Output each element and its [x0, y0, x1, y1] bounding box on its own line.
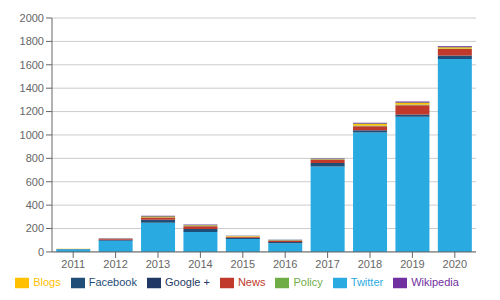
svg-text:1600: 1600	[20, 59, 44, 71]
svg-text:1000: 1000	[20, 129, 44, 141]
svg-text:2011: 2011	[61, 258, 85, 270]
svg-text:1200: 1200	[20, 105, 44, 117]
svg-text:1800: 1800	[20, 35, 44, 47]
svg-text:2019: 2019	[400, 258, 424, 270]
svg-text:0: 0	[38, 246, 44, 258]
html-text:News: News	[237, 275, 266, 288]
html-text:Twitter: Twitter	[350, 275, 384, 288]
svg-text:800: 800	[26, 152, 44, 164]
svg-text:2018: 2018	[358, 258, 382, 270]
svg-text:400: 400	[26, 199, 44, 211]
svg-text:200: 200	[26, 222, 44, 234]
svg-text:2014: 2014	[188, 258, 212, 270]
html-text:Facebook: Facebook	[88, 275, 137, 288]
svg-text:2015: 2015	[231, 258, 255, 270]
html-text:Wikipedia: Wikipedia	[411, 275, 459, 288]
svg-text:2020: 2020	[443, 258, 467, 270]
svg-text:2016: 2016	[273, 258, 297, 270]
svg-text:600: 600	[26, 176, 44, 188]
svg-text:2013: 2013	[146, 258, 170, 270]
svg-text:2017: 2017	[315, 258, 339, 270]
html-text:Policy: Policy	[293, 275, 323, 288]
html-text:Google +: Google +	[165, 275, 210, 288]
svg-text:1400: 1400	[20, 82, 44, 94]
html-text:Blogs: Blogs	[33, 275, 61, 288]
svg-text:2000: 2000	[20, 12, 44, 24]
svg-text:2012: 2012	[103, 258, 127, 270]
